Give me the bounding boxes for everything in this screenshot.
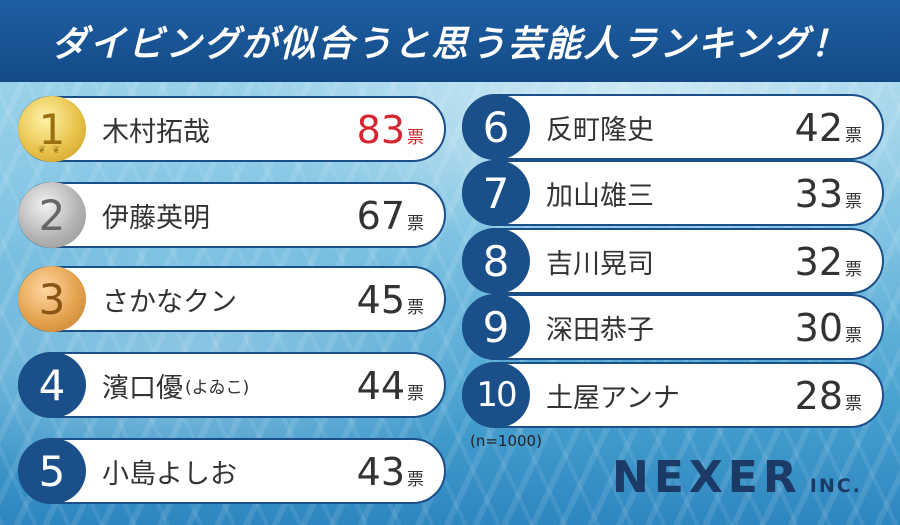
rank-badge: 7 — [462, 160, 530, 226]
person-name: 加山雄三 — [546, 180, 654, 212]
vote-count: 67 票 — [356, 194, 424, 238]
rank-badge-gold: 1 ❦❦ — [18, 96, 86, 162]
ranking-row-8: 8 吉川晃司 32 票 — [462, 228, 884, 294]
ranking-row-2: 2 伊藤英明 67 票 — [18, 182, 446, 248]
ranking-row-4: 4 濱口優 (よゐこ) 44 票 — [18, 352, 446, 418]
brand-suffix: INC. — [809, 475, 862, 497]
person-name: 木村拓哉 — [102, 116, 210, 148]
rank-badge: 6 — [462, 94, 530, 160]
sample-size-note: (n=1000) — [470, 432, 542, 450]
rank-badge: 9 — [462, 294, 530, 360]
ranking-row-9: 9 深田恭子 30 票 — [462, 294, 884, 360]
vote-count: 32 票 — [794, 240, 862, 284]
person-name: 小島よしお — [102, 458, 237, 490]
ranking-row-6: 6 反町隆史 42 票 — [462, 94, 884, 160]
person-name: 深田恭子 — [546, 314, 654, 346]
person-name: さかなクン — [102, 286, 237, 318]
vote-count: 28 票 — [794, 374, 862, 418]
rank-badge: 4 — [18, 352, 86, 418]
rank-badge-silver: 2 — [18, 182, 86, 248]
person-name: 反町隆史 — [546, 114, 654, 146]
vote-count: 42 票 — [794, 106, 862, 150]
ranking-row-1: 1 ❦❦ 木村拓哉 83 票 — [18, 96, 446, 162]
page-title: ダイビングが似合うと思う芸能人ランキング！ — [51, 24, 849, 65]
vote-count: 33 票 — [794, 172, 862, 216]
vote-count: 43 票 — [356, 450, 424, 494]
person-name: 吉川晃司 — [546, 248, 654, 280]
title-banner: ダイビングが似合うと思う芸能人ランキング！ — [0, 0, 900, 82]
vote-count: 30 票 — [794, 306, 862, 350]
laurel-icon: ❦❦ — [37, 145, 67, 156]
person-name: 土屋アンナ — [546, 382, 680, 414]
person-name: 伊藤英明 — [102, 202, 210, 234]
brand-name: NEXER — [612, 452, 802, 503]
ranking-row-5: 5 小島よしお 43 票 — [18, 438, 446, 504]
vote-count: 83 票 — [356, 108, 424, 152]
vote-count: 44 票 — [356, 364, 424, 408]
vote-count: 45 票 — [356, 278, 424, 322]
ranking-row-3: 3 さかなクン 45 票 — [18, 266, 446, 332]
ranking-row-7: 7 加山雄三 33 票 — [462, 160, 884, 226]
rank-badge: 5 — [18, 438, 86, 504]
brand-logo: NEXER INC. — [612, 452, 862, 503]
rank-badge-bronze: 3 — [18, 266, 86, 332]
person-name: 濱口優 (よゐこ) — [102, 372, 250, 404]
rank-badge: 8 — [462, 228, 530, 294]
ranking-row-10: 10 土屋アンナ 28 票 — [462, 362, 884, 428]
rank-badge: 10 — [462, 362, 530, 428]
